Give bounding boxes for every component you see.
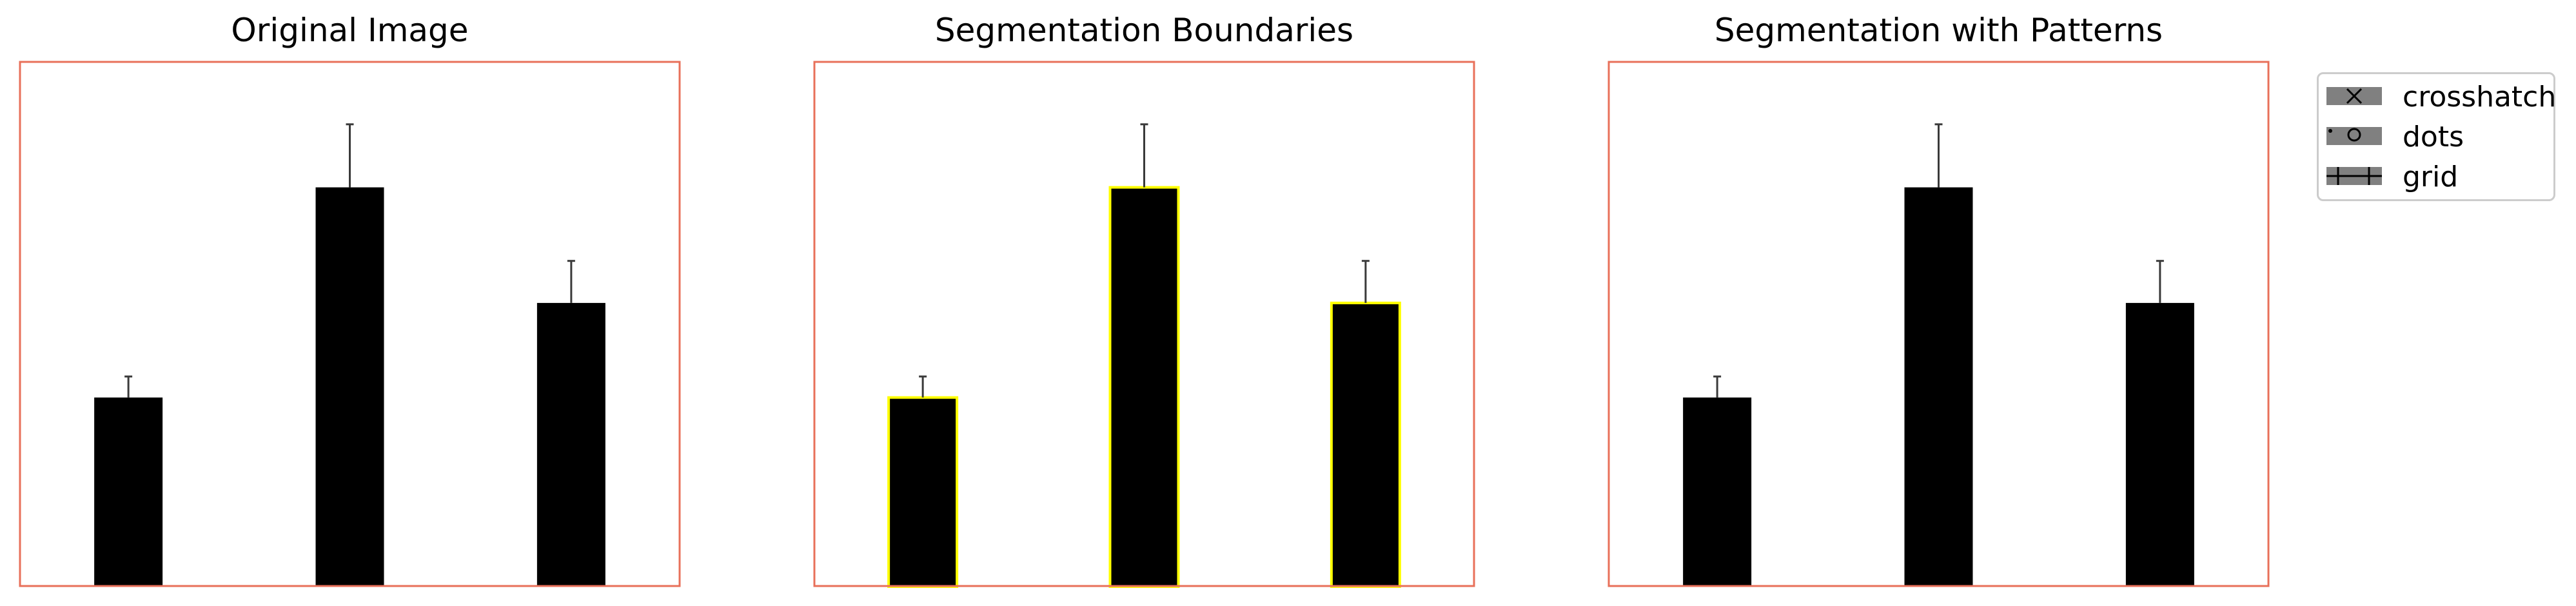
plot-frame <box>1608 61 2270 587</box>
crosshatch-swatch-icon <box>2326 87 2382 105</box>
bar <box>94 397 163 587</box>
dots-swatch-icon <box>2326 127 2382 145</box>
plot-original-image <box>19 61 681 587</box>
plot-segmentation-boundaries <box>813 61 1475 589</box>
bar <box>1108 186 1180 589</box>
bar <box>2125 302 2194 587</box>
grid-swatch-icon <box>2326 167 2382 185</box>
panel-title: Segmentation Boundaries <box>934 12 1354 49</box>
legend-label: grid <box>2403 161 2459 193</box>
bar <box>1904 187 1973 587</box>
bar <box>315 187 384 587</box>
panel-title: Original Image <box>231 12 469 49</box>
bar <box>536 302 605 587</box>
plot-frame <box>19 61 681 587</box>
bar <box>1683 397 1752 587</box>
bar <box>1330 301 1401 588</box>
plot-frame <box>813 61 1475 587</box>
legend-label: dots <box>2403 121 2464 153</box>
bar <box>887 396 959 588</box>
panel-title: Segmentation with Patterns <box>1714 12 2163 49</box>
plot-segmentation-with-patterns <box>1608 61 2270 587</box>
legend: crosshatch dots grid <box>2317 72 2557 201</box>
legend-label: crosshatch <box>2403 81 2557 113</box>
